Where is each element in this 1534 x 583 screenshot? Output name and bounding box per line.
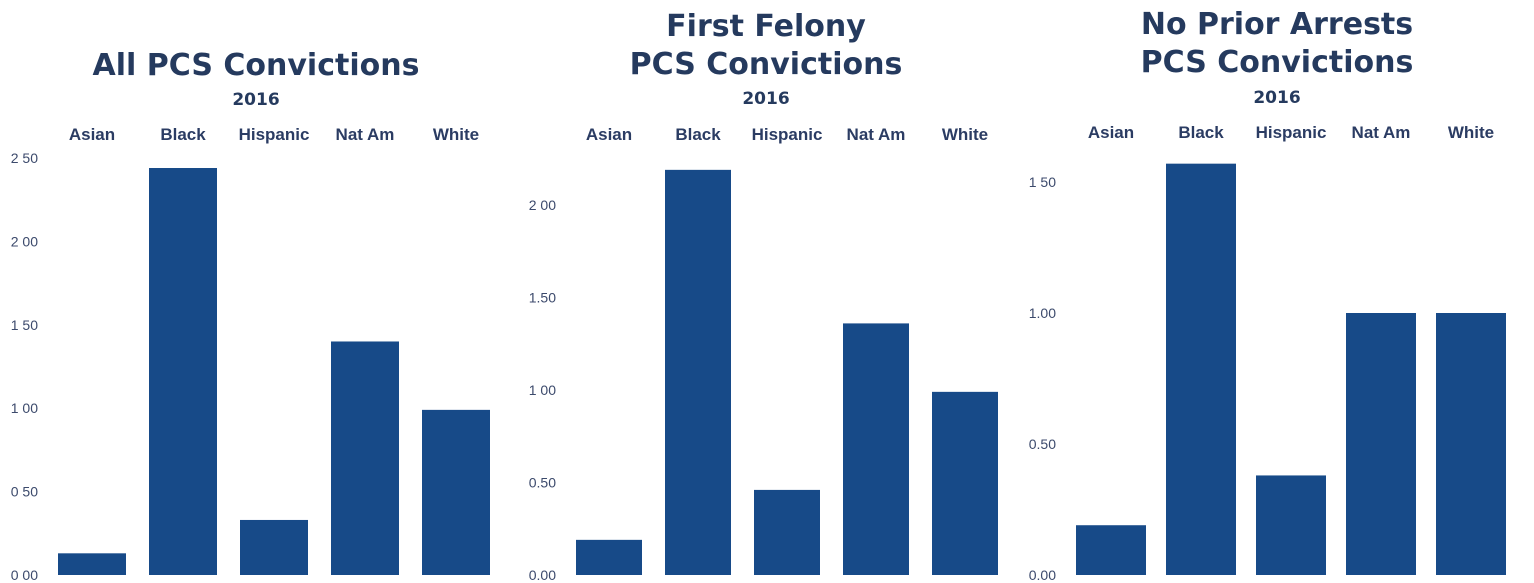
- chart-subtitle: 2016: [1253, 88, 1301, 108]
- chart-subtitle: 2016: [232, 90, 280, 110]
- category-label: Black: [1178, 123, 1224, 142]
- category-label: Hispanic: [239, 125, 310, 144]
- bar-white: [1436, 313, 1506, 575]
- category-label: White: [942, 125, 988, 144]
- chart-title-line: PCS Convictions: [1140, 45, 1414, 80]
- y-tick-label: 0 50: [11, 484, 38, 500]
- chart-title: No Prior Arrests PCS Convictions: [1020, 6, 1534, 82]
- bar-asian: [1076, 525, 1146, 575]
- y-tick-label: 0.50: [529, 475, 556, 491]
- y-tick-label: 0.00: [1029, 567, 1056, 583]
- bar-chart: Asian Black Hispanic Nat Am White 0.00 0.50 1 0…: [529, 125, 998, 583]
- bar-hispanic: [1256, 475, 1326, 575]
- y-tick-label: 2 00: [11, 233, 38, 249]
- bar-black: [665, 169, 731, 575]
- chart-title-line: PCS Convictions: [629, 47, 903, 82]
- bar-asian: [576, 539, 642, 575]
- category-label: White: [1448, 123, 1494, 142]
- y-tick-label: 1 50: [11, 317, 38, 333]
- bar-asian: [58, 553, 126, 575]
- bar-nat-am: [331, 341, 399, 575]
- chart-subtitle: 2016: [742, 89, 790, 109]
- chart-title-line: No Prior Arrests: [1140, 7, 1414, 42]
- bar-black: [149, 168, 217, 575]
- category-label: Asian: [1088, 123, 1134, 142]
- bar-white: [422, 409, 490, 575]
- bar-hispanic: [240, 519, 308, 575]
- y-tick-label: 2 50: [11, 150, 38, 166]
- y-tick-label: 1 50: [1029, 174, 1056, 190]
- bar-black: [1166, 163, 1236, 575]
- y-tick-label: 1.50: [529, 290, 556, 306]
- bar-white: [932, 391, 998, 575]
- category-label: Black: [160, 125, 206, 144]
- y-tick-label: 1 00: [529, 382, 556, 398]
- y-tick-label: 0.50: [1029, 436, 1056, 452]
- category-label: Hispanic: [1256, 123, 1327, 142]
- bar-hispanic: [754, 489, 820, 575]
- chart-title: First Felony PCS Convictions: [512, 8, 1020, 84]
- chart-panel-first-felony: First Felony PCS Convictions 2016 Asian B…: [512, 0, 1020, 583]
- bar-chart: Asian Black Hispanic Nat Am White 0.00 0.50 1.0…: [1029, 123, 1506, 583]
- category-label: Asian: [69, 125, 115, 144]
- bar-chart: Asian Black Hispanic Nat Am White 0 00 0 50 1 0…: [11, 125, 490, 583]
- category-label: Nat Am: [336, 125, 395, 144]
- chart-title: All PCS Convictions: [0, 47, 512, 85]
- y-tick-label: 0 00: [11, 567, 38, 583]
- y-tick-label: 1 00: [11, 400, 38, 416]
- bar-nat-am: [843, 323, 909, 575]
- chart-title-line: All PCS Convictions: [92, 48, 420, 83]
- category-label: Asian: [586, 125, 632, 144]
- chart-title-line: First Felony: [666, 9, 866, 44]
- category-label: Nat Am: [847, 125, 906, 144]
- category-label: Hispanic: [752, 125, 823, 144]
- y-tick-label: 2 00: [529, 197, 556, 213]
- category-label: White: [433, 125, 479, 144]
- y-tick-label: 1.00: [1029, 305, 1056, 321]
- chart-panel-no-prior-arrests: No Prior Arrests PCS Convictions 2016 As…: [1020, 0, 1534, 583]
- chart-panel-all-pcs: All PCS Convictions 2016 Asian Black Hispa…: [0, 0, 512, 583]
- category-label: Black: [675, 125, 721, 144]
- category-label: Nat Am: [1352, 123, 1411, 142]
- bar-nat-am: [1346, 313, 1416, 575]
- y-tick-label: 0.00: [529, 567, 556, 583]
